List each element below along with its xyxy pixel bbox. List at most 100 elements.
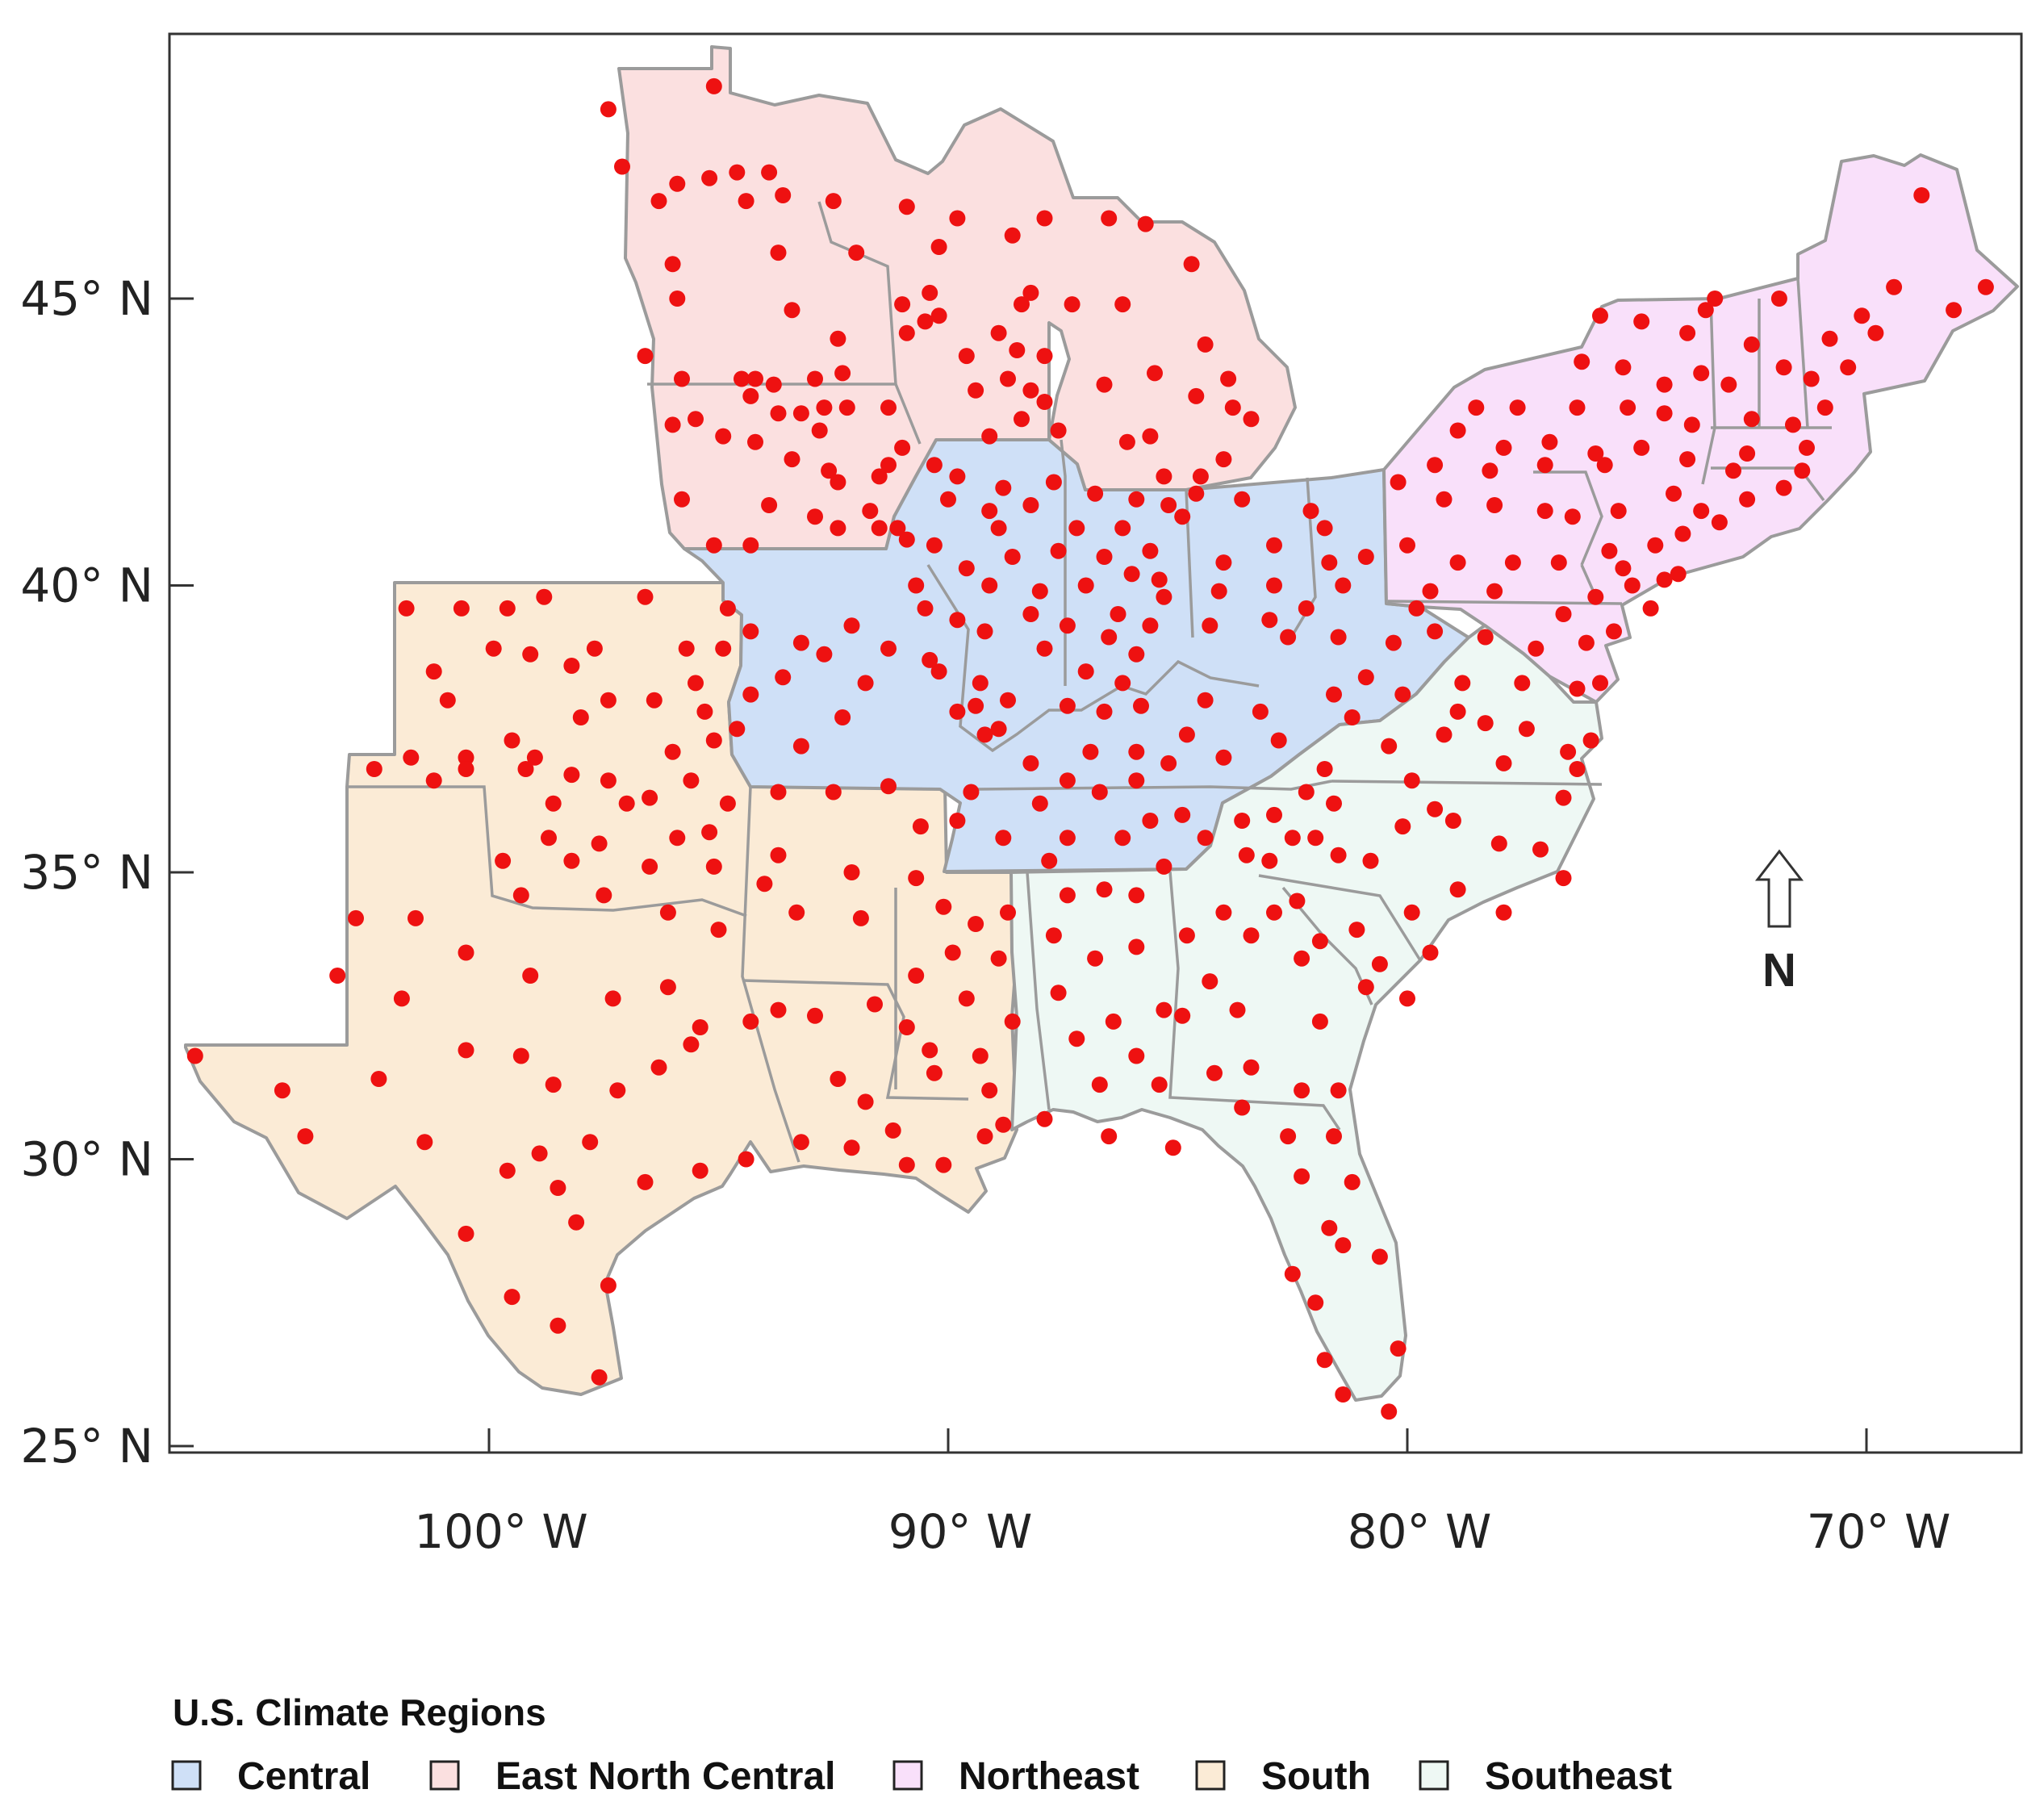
station-dot: [1031, 795, 1048, 812]
station-dot: [1330, 847, 1347, 863]
station-dot: [1555, 606, 1572, 622]
station-dot: [1514, 675, 1531, 692]
station-dot: [990, 324, 1007, 341]
station-dot: [1803, 370, 1820, 387]
station-dot: [1091, 1076, 1108, 1093]
station-dot: [1394, 818, 1411, 835]
station-dot: [664, 743, 681, 760]
station-dot: [1142, 813, 1159, 829]
station-dot: [1114, 675, 1131, 692]
station-dot: [825, 784, 842, 801]
station-dot: [990, 721, 1007, 738]
station-dot: [1014, 296, 1030, 313]
station-dot: [664, 256, 681, 273]
station-dot: [186, 1047, 203, 1064]
station-dot: [1564, 508, 1581, 525]
station-dot: [1101, 629, 1118, 646]
station-dot: [1192, 468, 1209, 485]
station-dot: [871, 520, 888, 537]
station-dot: [522, 968, 539, 984]
legend: U.S. Climate Regions Central East North C…: [171, 1691, 1672, 1798]
station-dot: [1490, 835, 1507, 852]
station-dot: [1000, 692, 1016, 709]
station-dot: [747, 370, 763, 387]
station-dot: [976, 1128, 993, 1145]
station-dot: [838, 399, 855, 416]
station-dot: [1014, 411, 1030, 428]
station-dot: [1202, 617, 1218, 634]
station-dot: [1403, 904, 1420, 921]
station-dot: [1022, 755, 1039, 771]
station-dot: [949, 210, 966, 227]
station-dot: [1178, 726, 1195, 743]
station-dot: [408, 909, 424, 926]
station-dot: [1739, 445, 1756, 462]
station-dot: [912, 818, 929, 835]
station-dot: [1785, 416, 1801, 433]
legend-item: Northeast: [892, 1755, 1139, 1798]
station-dot: [1316, 1352, 1333, 1369]
station-dot: [1601, 542, 1618, 559]
station-dot: [1059, 830, 1076, 847]
station-dot: [1344, 1173, 1361, 1190]
station-dot: [1077, 577, 1094, 594]
station-dot: [1647, 537, 1664, 554]
station-dot: [1224, 399, 1241, 416]
station-dot: [894, 296, 911, 313]
station-dot: [1142, 428, 1159, 445]
station-dot: [830, 520, 846, 537]
station-dot: [1743, 411, 1760, 428]
station-dot: [1068, 520, 1085, 537]
station-dot: [922, 284, 938, 301]
legend-item: East North Central: [429, 1755, 835, 1798]
station-dot: [512, 1047, 529, 1064]
station-dot: [1188, 485, 1205, 502]
station-dot: [425, 772, 442, 789]
station-dot: [940, 491, 956, 508]
station-dot: [968, 697, 984, 714]
station-dot: [1587, 445, 1604, 462]
station-dot: [761, 497, 778, 513]
station-dot: [1335, 577, 1352, 594]
station-dot: [898, 324, 915, 341]
station-dot: [705, 858, 722, 875]
state-border: [1258, 874, 1422, 961]
station-dot: [880, 457, 897, 474]
station-dot: [990, 520, 1007, 537]
station-dot: [738, 1151, 754, 1168]
station-dot: [1436, 491, 1453, 508]
station-dot: [821, 462, 838, 479]
region-polygons: [184, 45, 2019, 1402]
station-dot: [1390, 474, 1407, 491]
station-dot: [894, 439, 911, 456]
station-dot: [834, 365, 851, 382]
station-dot: [1064, 296, 1081, 313]
station-dot: [715, 640, 732, 657]
station-dot: [609, 1082, 626, 1099]
station-dot: [604, 990, 621, 1007]
station-dot: [917, 600, 934, 617]
station-dot: [705, 732, 722, 749]
station-dot: [416, 1134, 433, 1151]
station-dot: [1486, 583, 1503, 600]
station-dot: [1128, 887, 1145, 904]
station-dot: [1036, 640, 1053, 657]
station-dot: [1670, 566, 1687, 583]
station-dot: [1059, 772, 1076, 789]
station-dot: [1050, 542, 1067, 559]
station-dot: [908, 577, 925, 594]
station-dot: [1316, 520, 1333, 537]
station-dot: [1128, 743, 1145, 760]
station-dot: [995, 1116, 1012, 1133]
station-dot: [830, 474, 846, 491]
station-dot: [792, 405, 809, 422]
station-dot: [582, 1134, 599, 1151]
station-dot: [1606, 623, 1622, 640]
station-dot: [935, 898, 952, 915]
state-border: [741, 786, 800, 1163]
station-dot: [1202, 973, 1218, 990]
station-dot: [1574, 353, 1590, 370]
station-dot: [1477, 715, 1494, 732]
station-dot: [1174, 1007, 1191, 1024]
station-dot: [1427, 457, 1444, 474]
